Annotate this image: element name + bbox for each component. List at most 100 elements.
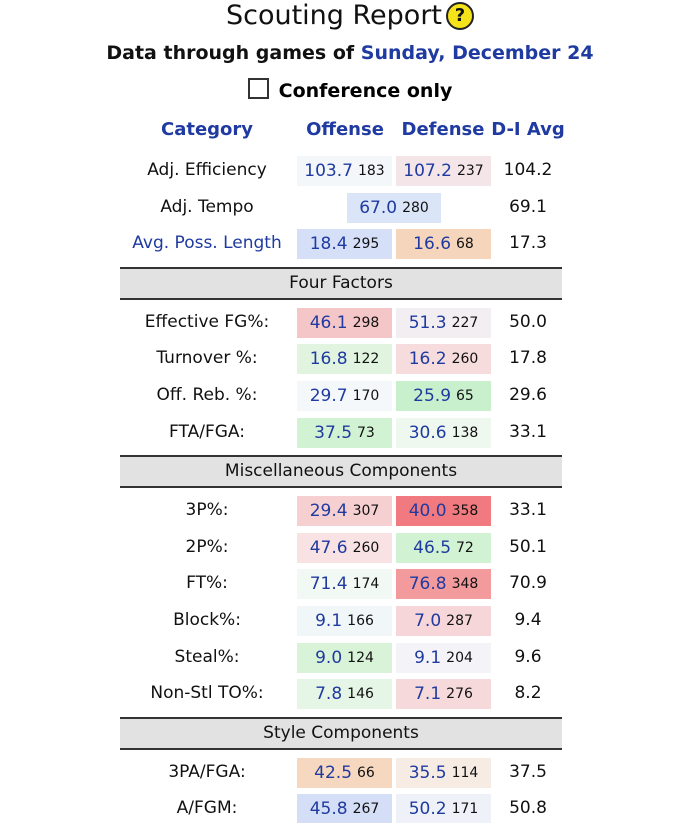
row-label: Off. Reb. %: [156,385,258,405]
d1-average: 9.6 [514,646,542,667]
column-header: Category [160,119,254,140]
section-header: Miscellaneous Components [120,455,562,489]
offense-value: 7.8 [315,684,343,705]
column-header: Defense [401,119,485,140]
offense-cell: 7.8 146 [297,679,392,710]
row-label: 3PA/FGA: [168,761,246,782]
d1-average: 33.1 [509,500,547,521]
defense-value: 7.1 [414,684,442,705]
d1-average: 29.6 [509,385,547,405]
defense-value: 51.3 [408,312,447,333]
d1-average: 37.5 [509,761,547,782]
row-label: Adj. Efficiency [147,160,267,180]
d1-average: 9.4 [514,610,542,630]
defense-cell: 9.1 204 [396,642,491,673]
offense-cell: 103.7 183 [297,156,392,186]
defense-value: 40.0 [408,501,447,522]
offense-cell: 9.0 124 [297,642,392,673]
offense-value: 37.5 [314,422,353,443]
offense-cell: 37.5 73 [297,417,392,448]
defense-rank: 204 [446,649,473,666]
row-label: Non-Stl TO%: [150,683,264,704]
defense-rank: 114 [451,764,479,781]
defense-value: 16.6 [413,234,452,255]
conference-toggle[interactable]: Conference only [0,78,700,102]
offense-value: 103.7 [304,161,353,181]
d1-average: 104.2 [503,160,553,180]
defense-cell: 30.6 138 [396,417,491,448]
offense-rank: 260 [352,539,380,556]
checkbox[interactable] [247,78,269,99]
offense-rank: 170 [352,388,380,404]
offense-value: 47.6 [309,537,348,558]
defense-cell: 46.5 72 [396,532,491,563]
defense-cell: 51.3 227 [396,307,491,338]
offense-value: 29.7 [309,386,348,406]
offense-cell: 45.8 267 [297,794,392,823]
defense-value: 16.2 [408,349,447,370]
defense-cell: 25.9 65 [396,381,491,411]
d1-average: 50.0 [509,311,547,332]
defense-rank: 227 [451,314,479,331]
defense-value: 76.8 [408,574,447,595]
defense-cell: 7.0 287 [396,606,491,636]
defense-value: 25.9 [413,386,452,406]
offense-value: 9.1 [315,611,343,631]
d1-average: 8.2 [514,683,542,704]
offense-cell: 9.1 166 [297,606,392,636]
defense-rank: 72 [456,539,474,556]
offense-cell: 16.8 122 [297,344,392,375]
combined-value: 67.0 [359,197,398,218]
row-label: A/FGM: [176,798,238,819]
defense-value: 46.5 [413,537,452,558]
row-label: FTA/FGA: [169,421,245,442]
offense-cell: 47.6 260 [297,532,392,563]
section-header: Style Components [120,716,562,750]
offense-cell: 18.4 295 [297,229,392,260]
defense-rank: 276 [446,686,473,703]
offense-cell: 46.1 298 [297,307,392,338]
defense-value: 9.1 [414,647,442,668]
d1-average: 50.1 [509,536,547,557]
help-icon[interactable]: ? [446,2,475,30]
defense-value: 50.2 [408,799,447,820]
defense-rank: 65 [456,388,474,404]
defense-cell: 35.5 114 [396,757,491,788]
subtitle-date[interactable]: Sunday, December 24 [360,42,594,64]
row-label: Steal%: [174,646,240,667]
row-label: Adj. Tempo [160,196,254,217]
row-label: Block%: [173,610,241,630]
defense-value: 7.0 [414,611,442,631]
checkbox-label: Conference only [278,80,453,102]
title: Scouting Report [225,0,443,31]
d1-average: 70.9 [509,573,547,594]
row-label: Avg. Poss. Length [132,233,282,254]
subtitle: Data through games of Sunday, December 2… [0,42,700,64]
offense-rank: 183 [357,163,385,179]
offense-value: 46.1 [309,312,348,333]
offense-value: 42.5 [314,762,353,783]
defense-cell: 76.8 348 [396,569,491,600]
defense-rank: 171 [451,801,479,818]
offense-rank: 166 [347,613,374,629]
row-label: Turnover %: [156,348,258,369]
defense-cell: 7.1 276 [396,679,491,710]
d1-average: 69.1 [509,196,547,217]
defense-rank: 68 [456,236,474,253]
row-label: FT%: [186,573,228,594]
combined-rank: 280 [402,199,429,216]
offense-rank: 122 [352,351,380,368]
d1-average: 50.8 [509,798,547,819]
offense-value: 18.4 [309,234,348,255]
offense-rank: 267 [352,801,380,818]
row-label: 3P%: [185,500,229,521]
row-label: 2P%: [185,536,229,557]
combined-cell: 67.0 280 [347,192,441,223]
defense-value: 30.6 [408,422,447,443]
offense-rank: 66 [357,764,375,781]
defense-cell: 40.0 358 [396,496,491,527]
d1-average: 33.1 [509,421,547,442]
offense-value: 9.0 [315,647,343,668]
offense-rank: 295 [352,236,380,253]
